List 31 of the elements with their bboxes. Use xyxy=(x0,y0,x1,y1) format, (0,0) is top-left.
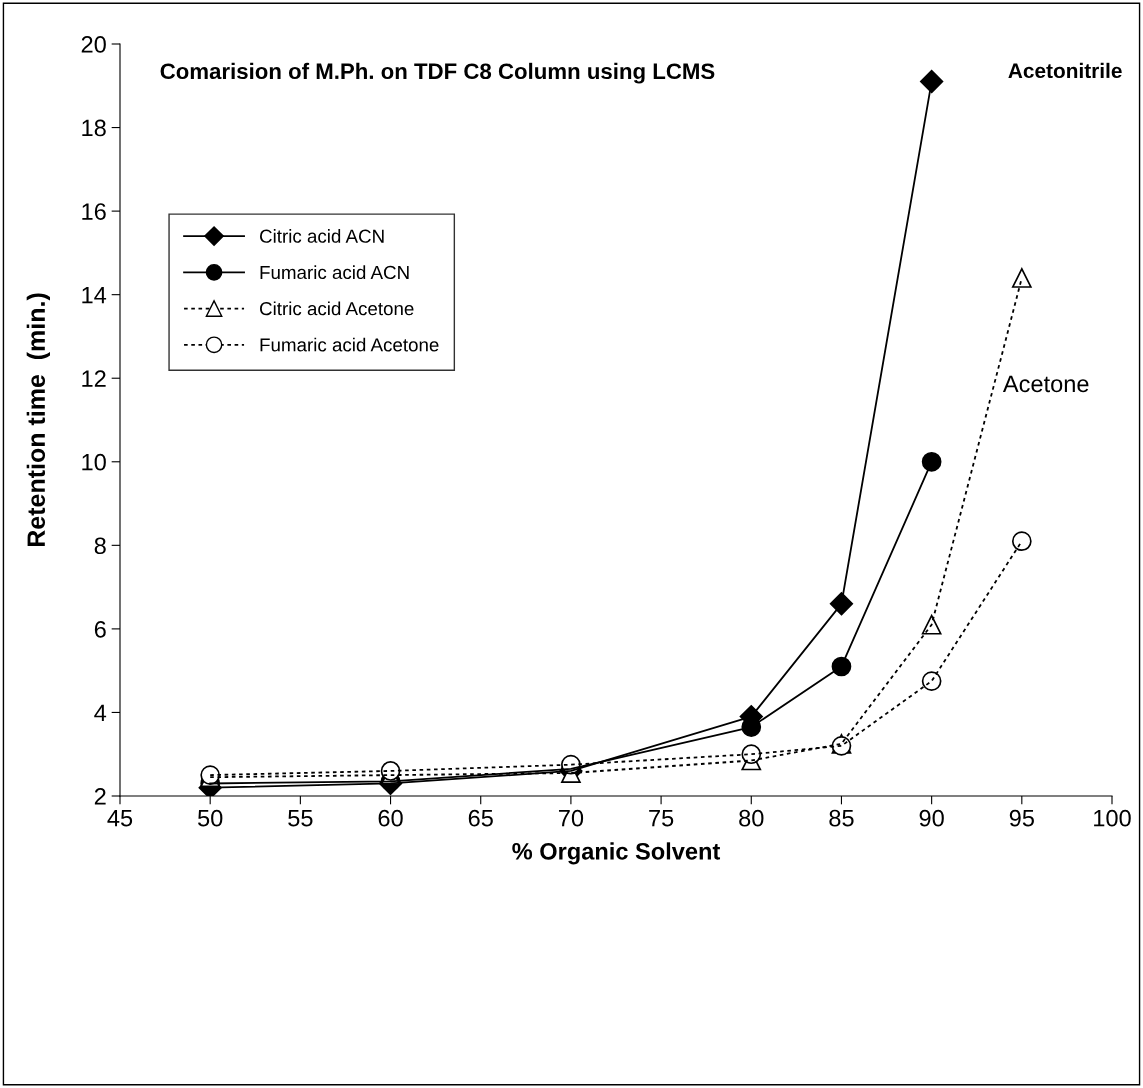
x-tick-label: 90 xyxy=(919,809,944,827)
x-tick-label: 95 xyxy=(1009,809,1034,827)
y-tick-label: 6 xyxy=(94,620,106,638)
y-tick-label: 2 xyxy=(94,788,106,805)
annotation: Acetonitrile xyxy=(1008,62,1122,79)
y-axis-title: Retention time (min.) xyxy=(26,293,50,547)
x-tick-label: 65 xyxy=(468,809,493,827)
x-tick-label: 55 xyxy=(288,810,313,827)
text: Comarision of M.Ph. on TDF C8 Column using LCMS xyxy=(160,62,715,84)
y-tick-label: 16 xyxy=(82,203,106,220)
legend-label: Citric acid ACN xyxy=(260,229,384,243)
y-tick-label: 4 xyxy=(94,704,107,721)
y-tick-label: 10 xyxy=(82,453,106,471)
y-tick-label: 20 xyxy=(81,36,106,53)
x-tick-label: 75 xyxy=(649,810,674,827)
y-tick-label: 8 xyxy=(94,537,106,555)
y-tick-label: 18 xyxy=(82,119,106,137)
annotation: Acetone xyxy=(1002,375,1089,393)
x-axis-title: % Organic Solvent xyxy=(512,842,721,865)
y-tick-label: 12 xyxy=(82,370,106,387)
x-tick-label: 100 xyxy=(1094,809,1131,827)
x-tick-label: 70 xyxy=(558,809,584,827)
x-tick-label: 60 xyxy=(378,809,403,827)
legend-label: Fumaric acid Acetone xyxy=(260,337,439,352)
legend-label: Fumaric acid ACN xyxy=(260,265,409,280)
x-tick-label: 50 xyxy=(198,809,223,827)
legend-label: Citric acid Acetone xyxy=(260,301,414,316)
y-tick-label: 14 xyxy=(82,286,107,304)
x-tick-label: 80 xyxy=(739,809,764,827)
x-tick-label: 45 xyxy=(107,810,133,827)
x-tick-label: 85 xyxy=(829,809,854,827)
